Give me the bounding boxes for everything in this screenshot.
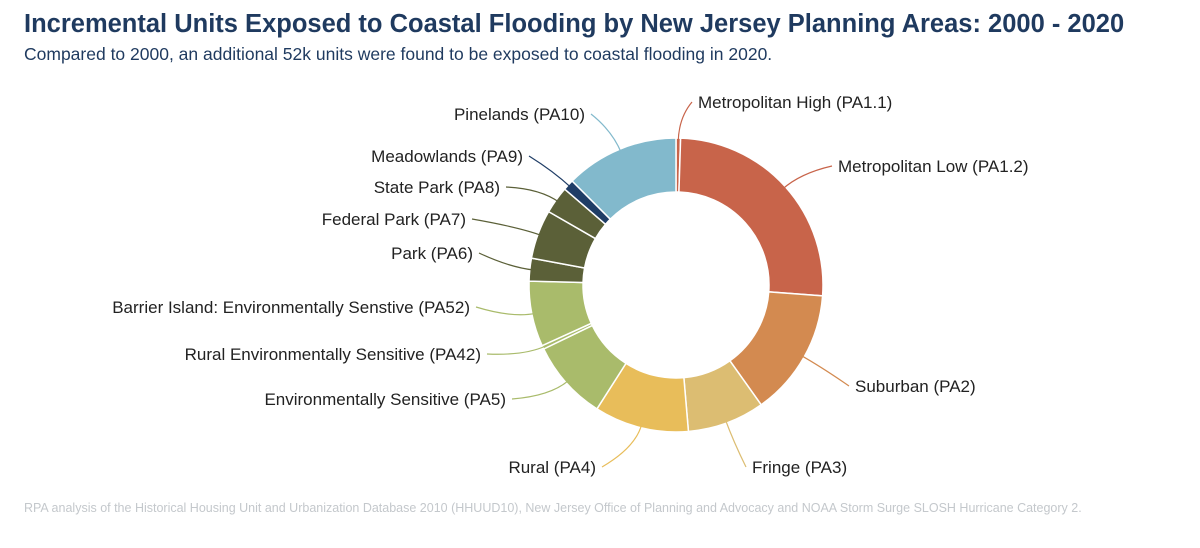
leader-line-11 (505, 186, 560, 203)
slice-2 (678, 137, 824, 297)
slice-label-5: Rural (PA4) (508, 458, 596, 477)
slice-label-1: Metropolitan High (PA1.1) (698, 93, 892, 112)
slice-13 (571, 137, 677, 221)
leader-line-3 (800, 354, 850, 387)
slice-label-8: Barrier Island: Environmentally Senstive… (112, 298, 470, 317)
leader-line-10 (471, 218, 543, 237)
slice-label-6: Environmentally Sensitive (PA5) (264, 390, 506, 409)
slice-label-11: State Park (PA8) (374, 178, 500, 197)
leader-line-12 (528, 155, 572, 189)
leader-line-9 (478, 252, 534, 271)
source-note: RPA analysis of the Historical Housing U… (24, 501, 1082, 515)
leader-line-1 (677, 101, 693, 143)
slice-label-13: Pinelands (PA10) (454, 105, 585, 124)
leader-line-4 (724, 419, 747, 468)
leader-line-7 (486, 345, 547, 355)
slice-label-4: Fringe (PA3) (752, 458, 847, 477)
slice-label-9: Park (PA6) (391, 244, 473, 263)
slice-label-12: Meadowlands (PA9) (371, 147, 523, 166)
slice-label-7: Rural Environmentally Sensitive (PA42) (185, 345, 481, 364)
chart-title: Incremental Units Exposed to Coastal Flo… (24, 10, 1125, 38)
slice-label-2: Metropolitan Low (PA1.2) (838, 157, 1029, 176)
slice-label-3: Suburban (PA2) (855, 377, 976, 396)
leader-line-8 (475, 306, 536, 316)
leader-line-6 (511, 379, 570, 400)
chart-subtitle: Compared to 2000, an additional 52k unit… (24, 44, 773, 64)
leader-line-5 (601, 423, 643, 468)
leader-line-13 (590, 113, 622, 154)
slice-label-10: Federal Park (PA7) (322, 210, 466, 229)
leader-line-2 (781, 165, 833, 190)
